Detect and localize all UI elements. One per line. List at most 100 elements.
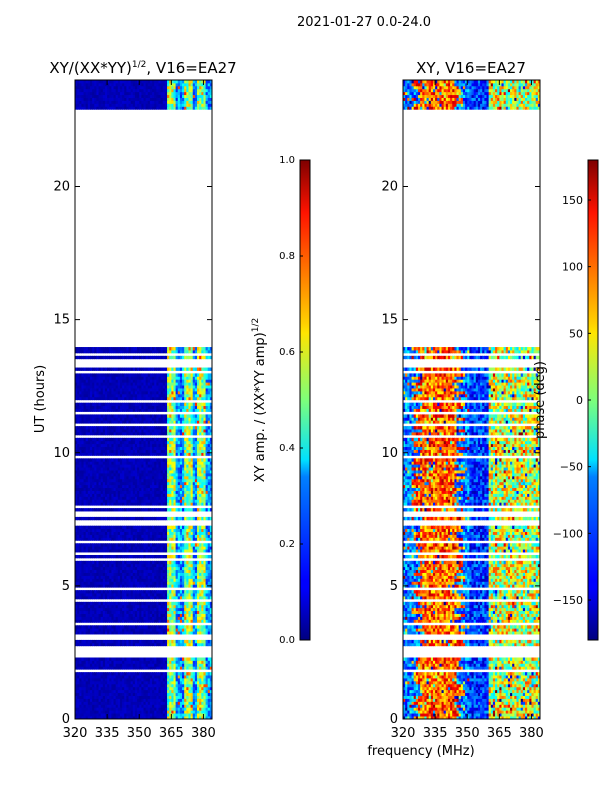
left-heatmap-cell (89, 537, 93, 541)
left-heatmap-cell (113, 695, 117, 699)
left-heatmap-cell (117, 683, 121, 688)
left-heatmap-cell (85, 560, 89, 565)
left-heatmap-cell (194, 472, 198, 477)
left-heatmap-cell (149, 710, 153, 714)
left-heatmap-cell (194, 716, 198, 719)
left-heatmap-cell (130, 590, 134, 594)
left-heatmap-cell (132, 534, 136, 538)
left-heatmap-cell (137, 493, 140, 497)
left-panel-title: XY/(XX*YY)1/2, V16=EA27 (49, 59, 236, 77)
left-heatmap-cell (169, 528, 172, 532)
left-heatmap-cell (192, 607, 196, 612)
left-heatmap-cell (169, 487, 172, 491)
left-heatmap-cell (77, 461, 80, 465)
left-heatmap-cell (173, 437, 177, 442)
left-heatmap-cell (167, 467, 170, 471)
left-heatmap-cell (190, 704, 194, 708)
left-heatmap-cell (167, 560, 170, 565)
left-heatmap-cell (87, 613, 91, 617)
left-heatmap-cell (117, 628, 121, 632)
left-heatmap-cell (173, 569, 177, 573)
left-heatmap-cell (75, 695, 78, 699)
left-heatmap-cell (194, 578, 198, 582)
left-heatmap-cell (96, 686, 100, 691)
left-heatmap-cell (119, 675, 123, 679)
left-heatmap-cell (147, 590, 151, 594)
left-heatmap-cell (126, 508, 130, 512)
left-heatmap-cell (85, 502, 89, 506)
left-heatmap-cell (83, 642, 87, 647)
left-heatmap-cell (201, 595, 205, 600)
left-heatmap-cell (132, 496, 136, 500)
left-heatmap-cell (139, 675, 142, 679)
left-heatmap-cell (139, 502, 142, 506)
left-heatmap-cell (92, 628, 95, 632)
left-heatmap-cell (173, 484, 177, 489)
left-heatmap-cell (89, 713, 93, 717)
left-heatmap-cell (186, 590, 190, 594)
left-heatmap-cell (143, 713, 147, 717)
left-heatmap-cell (134, 437, 138, 442)
left-heatmap-cell (141, 607, 145, 612)
left-heatmap-cell (199, 563, 202, 568)
left-heatmap-cell (89, 525, 93, 530)
left-heatmap-cell (141, 443, 145, 448)
left-heatmap-cell (188, 437, 192, 442)
left-heatmap-cell (102, 590, 106, 594)
left-heatmap-cell (113, 613, 117, 617)
left-heatmap-cell (156, 689, 160, 694)
left-heatmap-cell (102, 678, 106, 682)
left-heatmap-cell (132, 467, 136, 471)
left-heatmap-cell (164, 566, 168, 571)
left-heatmap-cell (98, 546, 102, 550)
left-heatmap-cell (132, 663, 136, 667)
left-heatmap-cell (177, 610, 181, 614)
left-heatmap-cell (98, 475, 102, 480)
left-heatmap-cell (152, 698, 155, 702)
left-heatmap-cell (194, 610, 198, 614)
left-heatmap-cell (119, 516, 123, 521)
left-heatmap-cell (81, 431, 85, 436)
left-heatmap-cell (124, 584, 127, 588)
left-heatmap-cell (134, 534, 138, 538)
left-heatmap-cell (167, 525, 170, 530)
left-heatmap-cell (175, 716, 179, 719)
left-heatmap-cell (117, 593, 121, 597)
left-heatmap-cell (158, 440, 162, 445)
left-heatmap-cell (152, 672, 155, 676)
left-heatmap-cell (128, 672, 132, 676)
left-heatmap-cell (85, 534, 89, 538)
left-heatmap-cell (104, 619, 108, 623)
left-heatmap-cell (171, 508, 175, 512)
left-heatmap-cell (139, 508, 142, 512)
left-heatmap-cell (141, 625, 145, 629)
left-heatmap-cell (154, 475, 157, 480)
left-heatmap-cell (158, 704, 162, 708)
left-heatmap-cell (162, 607, 166, 612)
left-heatmap-cell (201, 496, 205, 500)
left-heatmap-cell (83, 604, 87, 609)
left-heatmap-cell (109, 628, 112, 632)
left-heatmap-cell (104, 607, 108, 612)
left-heatmap-cell (201, 642, 205, 647)
left-heatmap-cell (139, 563, 142, 568)
left-heatmap-cell (126, 683, 130, 688)
left-heatmap-cell (128, 678, 132, 682)
left-heatmap-cell (111, 619, 115, 623)
left-heatmap-cell (113, 472, 117, 477)
left-heatmap-cell (149, 554, 153, 559)
left-heatmap-cell (119, 470, 123, 474)
left-heatmap-cell (203, 642, 207, 647)
left-heatmap-cell (192, 710, 196, 714)
left-heatmap-cell (96, 493, 100, 497)
left-heatmap-cell (124, 443, 127, 448)
left-heatmap-cell (79, 534, 83, 538)
left-heatmap-cell (109, 516, 112, 521)
left-heatmap-cell (85, 496, 89, 500)
left-heatmap-cell (96, 698, 100, 702)
left-heatmap-cell (113, 481, 117, 486)
left-heatmap-cell (75, 537, 78, 541)
left-heatmap-cell (173, 496, 177, 500)
left-heatmap-cell (197, 546, 200, 550)
left-heatmap-cell (98, 663, 102, 667)
